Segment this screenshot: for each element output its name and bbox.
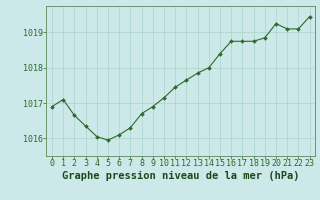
X-axis label: Graphe pression niveau de la mer (hPa): Graphe pression niveau de la mer (hPa) [62, 171, 300, 181]
